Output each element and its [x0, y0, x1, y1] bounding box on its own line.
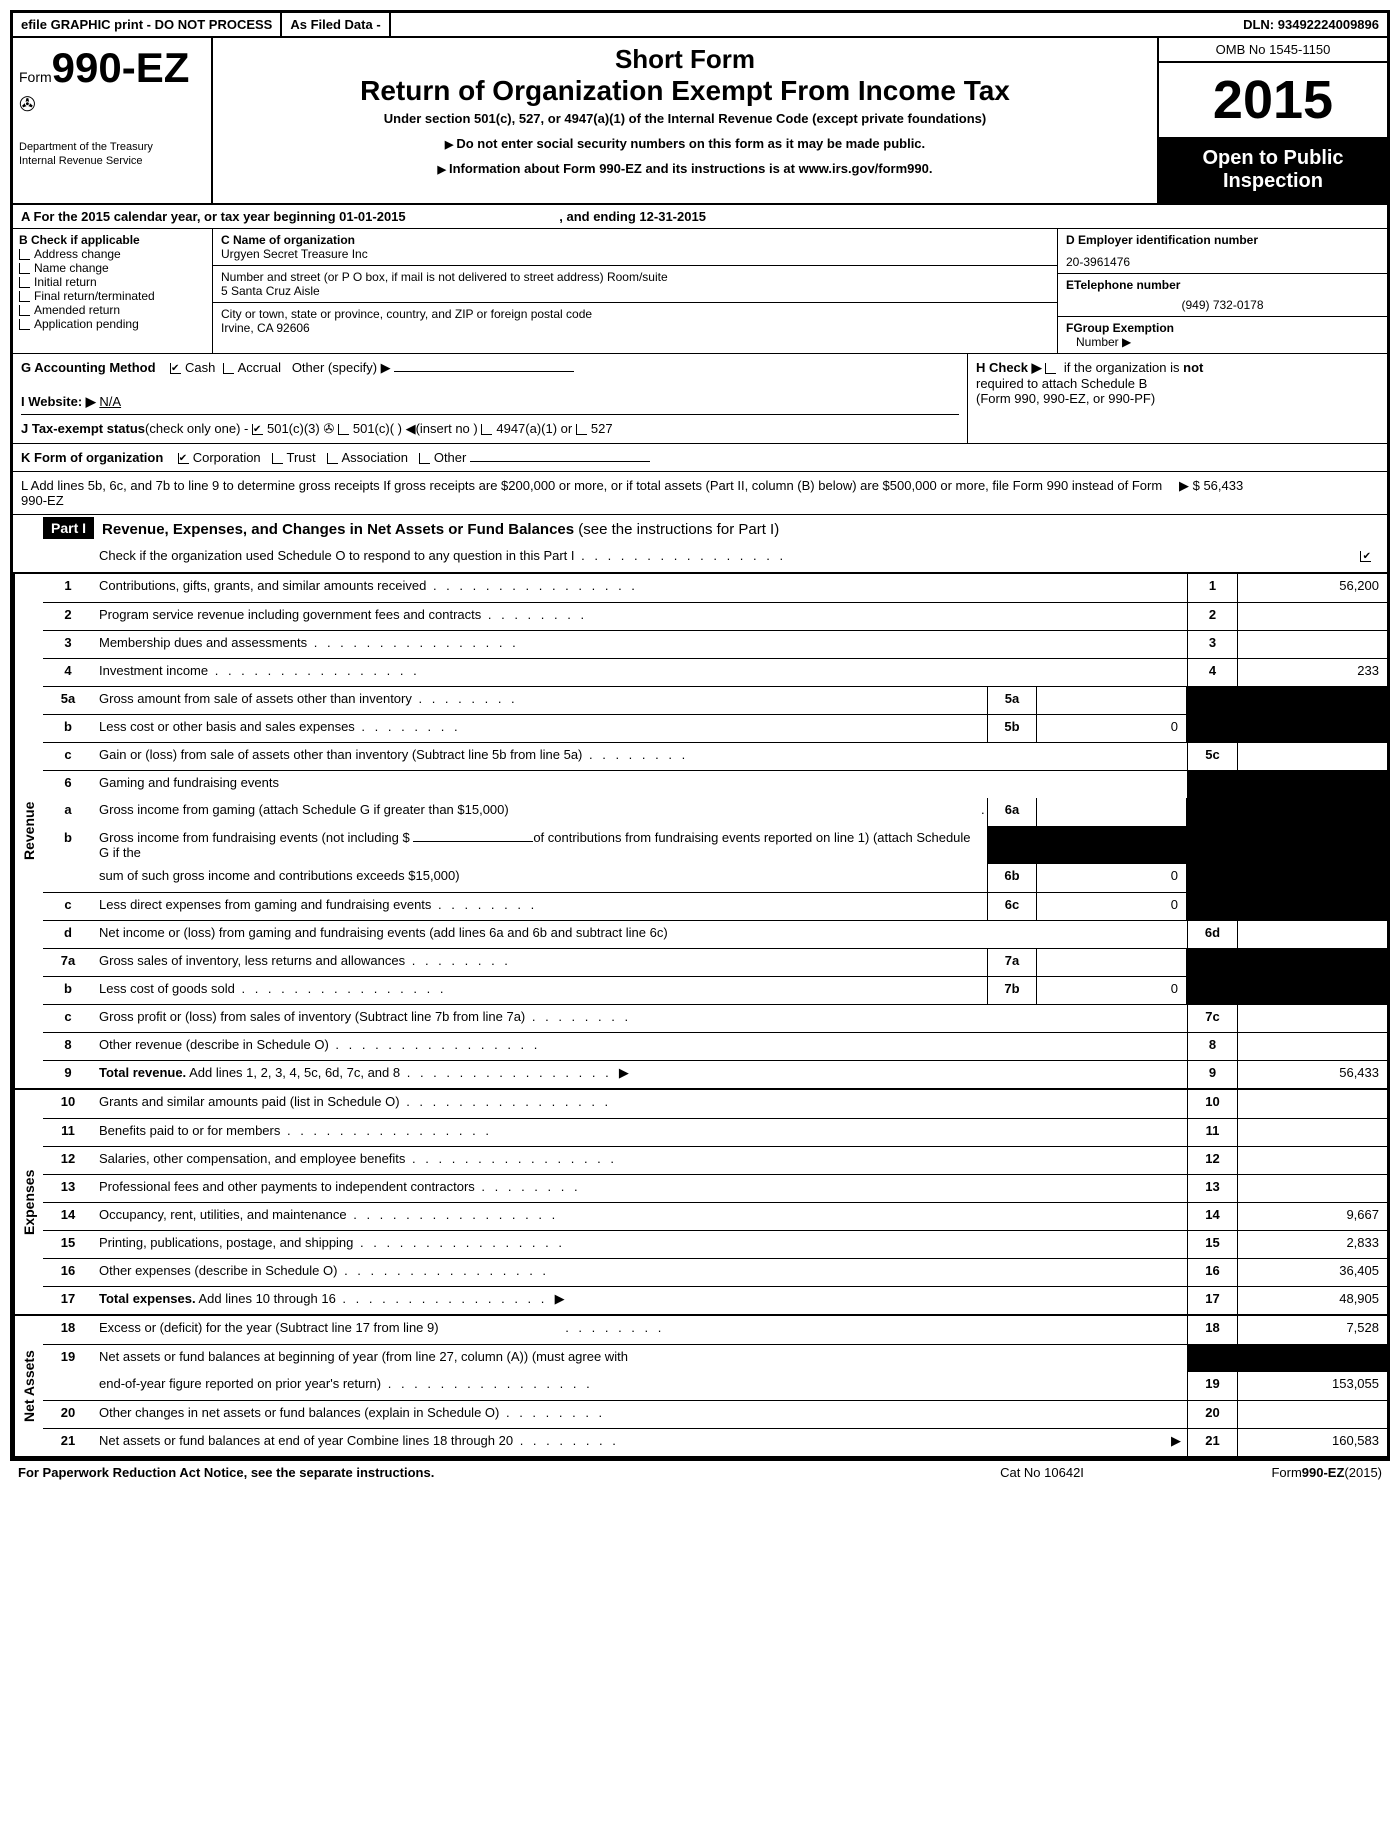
ein: 20-3961476 — [1066, 255, 1379, 269]
website: N/A — [99, 394, 121, 409]
form-header: Form990-EZ ✇ Department of the Treasury … — [13, 38, 1387, 205]
line-9-total-revenue: 56,433 — [1237, 1061, 1387, 1088]
tax-year: 2015 — [1159, 63, 1387, 137]
dept-irs: Internal Revenue Service — [19, 155, 205, 167]
part-i-title: Revenue, Expenses, and Changes in Net As… — [94, 517, 787, 542]
box-def: D Employer identification number 20-3961… — [1057, 229, 1387, 353]
net-assets-section: Net Assets 18Excess or (deficit) for the… — [13, 1316, 1387, 1458]
row-l: L Add lines 5b, 6c, and 7b to line 9 to … — [13, 472, 1387, 515]
form-prefix: Form — [19, 69, 52, 85]
revenue-section: Revenue 1Contributions, gifts, grants, a… — [13, 574, 1387, 1090]
page-footer: For Paperwork Reduction Act Notice, see … — [10, 1461, 1390, 1484]
title-main: Return of Organization Exempt From Incom… — [219, 75, 1151, 107]
row-k: K Form of organization Corporation Trust… — [13, 444, 1387, 472]
line-18-value: 7,528 — [1237, 1316, 1387, 1344]
subtitle: Under section 501(c), 527, or 4947(a)(1)… — [219, 111, 1151, 126]
expenses-section: Expenses 10Grants and similar amounts pa… — [13, 1090, 1387, 1316]
dln: DLN: 93492224009896 — [1235, 13, 1387, 36]
section-a-tax-year: A For the 2015 calendar year, or tax yea… — [13, 205, 1387, 229]
telephone: (949) 732-0178 — [1066, 298, 1379, 312]
as-filed: As Filed Data - — [282, 13, 390, 36]
irs-link[interactable]: www.irs.gov/form990 — [799, 161, 929, 176]
org-address: 5 Santa Cruz Aisle — [221, 284, 1049, 298]
org-name: Urgyen Secret Treasure Inc — [221, 247, 1049, 261]
part-i-label: Part I — [43, 517, 94, 539]
open-to-public: Open to Public Inspection — [1159, 137, 1387, 203]
line-19-value: 153,055 — [1237, 1372, 1387, 1400]
instr-info: Information about Form 990-EZ and its in… — [449, 161, 933, 176]
line-1-value: 56,200 — [1237, 574, 1387, 602]
efile-notice: efile GRAPHIC print - DO NOT PROCESS — [13, 13, 282, 36]
line-4-value: 233 — [1237, 659, 1387, 686]
line-15-value: 2,833 — [1237, 1231, 1387, 1258]
row-gh: G Accounting Method Cash Accrual Other (… — [13, 354, 1387, 444]
org-city: Irvine, CA 92606 — [221, 321, 1049, 335]
line-14-value: 9,667 — [1237, 1203, 1387, 1230]
form-number: 990-EZ — [52, 44, 190, 91]
line-21-value: 160,583 — [1237, 1429, 1387, 1456]
box-b: B Check if applicable Address change Nam… — [13, 229, 213, 353]
instr-ssn: Do not enter social security numbers on … — [456, 136, 925, 151]
box-c: C Name of organization Urgyen Secret Tre… — [213, 229, 1057, 353]
title-short-form: Short Form — [219, 44, 1151, 75]
top-bar: efile GRAPHIC print - DO NOT PROCESS As … — [13, 13, 1387, 38]
dept-treasury: Department of the Treasury — [19, 141, 205, 153]
org-info-row: B Check if applicable Address change Nam… — [13, 229, 1387, 354]
line-16-value: 36,405 — [1237, 1259, 1387, 1286]
gross-receipts: $ 56,433 — [1193, 478, 1244, 493]
omb-number: OMB No 1545-1150 — [1159, 38, 1387, 63]
line-17-total-expenses: 48,905 — [1237, 1287, 1387, 1314]
